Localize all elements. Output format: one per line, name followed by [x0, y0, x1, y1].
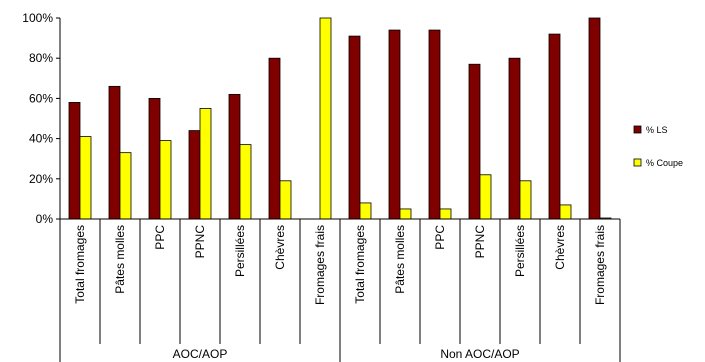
bar-ls	[268, 57, 281, 220]
bar-coupe	[399, 208, 412, 220]
bar-ls	[548, 33, 561, 220]
category-label: Persillées	[233, 225, 247, 277]
bar-ls	[468, 63, 481, 220]
bar-ls	[148, 98, 161, 220]
category-label: Pâtes molles	[393, 225, 407, 294]
category-label: Total fromages	[73, 225, 87, 304]
category-label: Chèvres	[553, 225, 567, 270]
legend: % LS % Coupe	[633, 125, 683, 168]
legend-label: % Coupe	[646, 158, 683, 168]
bar-coupe	[239, 144, 252, 220]
bar-ls	[68, 102, 81, 220]
bar-coupe	[79, 136, 92, 220]
category-label: Fromages frais	[593, 225, 607, 305]
category-label: PPC	[433, 225, 447, 250]
y-tick-label: 60%	[29, 91, 53, 105]
legend-swatch	[633, 158, 642, 167]
bar-coupe	[359, 202, 372, 220]
y-tick-label: 0%	[36, 212, 54, 226]
bar-ls	[388, 29, 401, 220]
y-axis: 0% 20% 40% 60% 80% 100%	[22, 11, 60, 226]
category-label: PPC	[153, 225, 167, 250]
bar-coupe	[479, 174, 492, 220]
y-tick-label: 20%	[29, 172, 53, 186]
bar-coupe	[119, 152, 132, 220]
category-label: Persillées	[513, 225, 527, 277]
bar-ls	[108, 85, 121, 220]
bar-coupe	[559, 204, 572, 220]
category-label: PPNC	[193, 225, 207, 259]
group-labels: AOC/AOP Non AOC/AOP	[59, 219, 621, 362]
y-tick-label: 100%	[22, 11, 53, 25]
bar-coupe	[319, 17, 332, 220]
bar-ls	[348, 35, 361, 220]
bar-ls	[228, 93, 241, 220]
bar-coupe	[439, 208, 452, 220]
bar-ls	[188, 130, 201, 220]
category-label: PPNC	[473, 225, 487, 259]
category-label: Chèvres	[273, 225, 287, 270]
bar-ls	[428, 29, 441, 220]
bar-coupe	[199, 108, 212, 220]
legend-label: % LS	[646, 125, 668, 135]
bar-coupe	[159, 140, 172, 220]
category-label: Fromages frais	[313, 225, 327, 305]
bar-ls	[508, 57, 521, 220]
bar-coupe	[519, 180, 532, 220]
group-label: AOC/AOP	[173, 347, 228, 361]
y-tick-label: 40%	[29, 132, 53, 146]
axes-frame	[59, 18, 620, 220]
category-label: Total fromages	[353, 225, 367, 304]
bars	[68, 17, 612, 220]
group-label: Non AOC/AOP	[440, 347, 519, 361]
bar-ls	[588, 17, 601, 220]
bar-coupe	[279, 180, 292, 220]
category-label: Pâtes molles	[113, 225, 127, 294]
y-tick-label: 80%	[29, 51, 53, 65]
legend-swatch	[633, 125, 642, 134]
